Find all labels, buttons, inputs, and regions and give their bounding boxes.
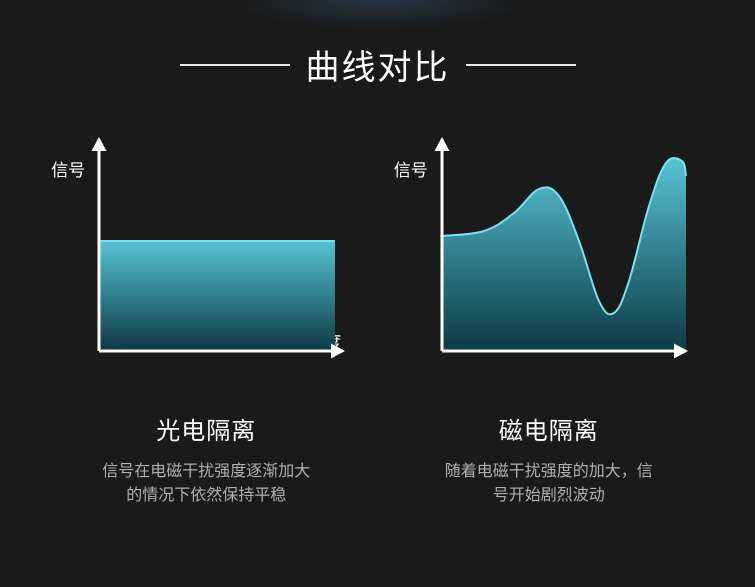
title-line-left bbox=[180, 64, 290, 66]
chart-col-left: 信号 电磁干扰强度 光电隔离 信号在电磁干扰强度逐渐加大的情况下依然保持平稳 bbox=[50, 121, 363, 508]
chart-svg-left bbox=[51, 121, 361, 381]
main-title: 曲线对比 bbox=[306, 40, 450, 89]
container: 曲线对比 信号 电磁干扰强度 光电隔离 信号在电磁干扰强度逐渐加大的情况下依然保… bbox=[0, 0, 755, 508]
chart-col-right: 信号 电磁干扰强度 磁电隔离 随着电磁干扰强度的加大，信号开始剧烈波动 bbox=[393, 121, 706, 508]
subtitle-right: 磁电隔离 bbox=[499, 411, 599, 446]
chart-svg-right bbox=[394, 121, 704, 381]
title-row: 曲线对比 bbox=[50, 40, 705, 89]
desc-right: 随着电磁干扰强度的加大，信号开始剧烈波动 bbox=[439, 460, 659, 508]
chart-box-right: 信号 电磁干扰强度 bbox=[394, 121, 704, 381]
subtitle-left: 光电隔离 bbox=[156, 411, 256, 446]
title-line-right bbox=[466, 64, 576, 66]
charts-row: 信号 电磁干扰强度 光电隔离 信号在电磁干扰强度逐渐加大的情况下依然保持平稳 信… bbox=[50, 121, 705, 508]
chart-box-left: 信号 电磁干扰强度 bbox=[51, 121, 361, 381]
desc-left: 信号在电磁干扰强度逐渐加大的情况下依然保持平稳 bbox=[96, 460, 316, 508]
